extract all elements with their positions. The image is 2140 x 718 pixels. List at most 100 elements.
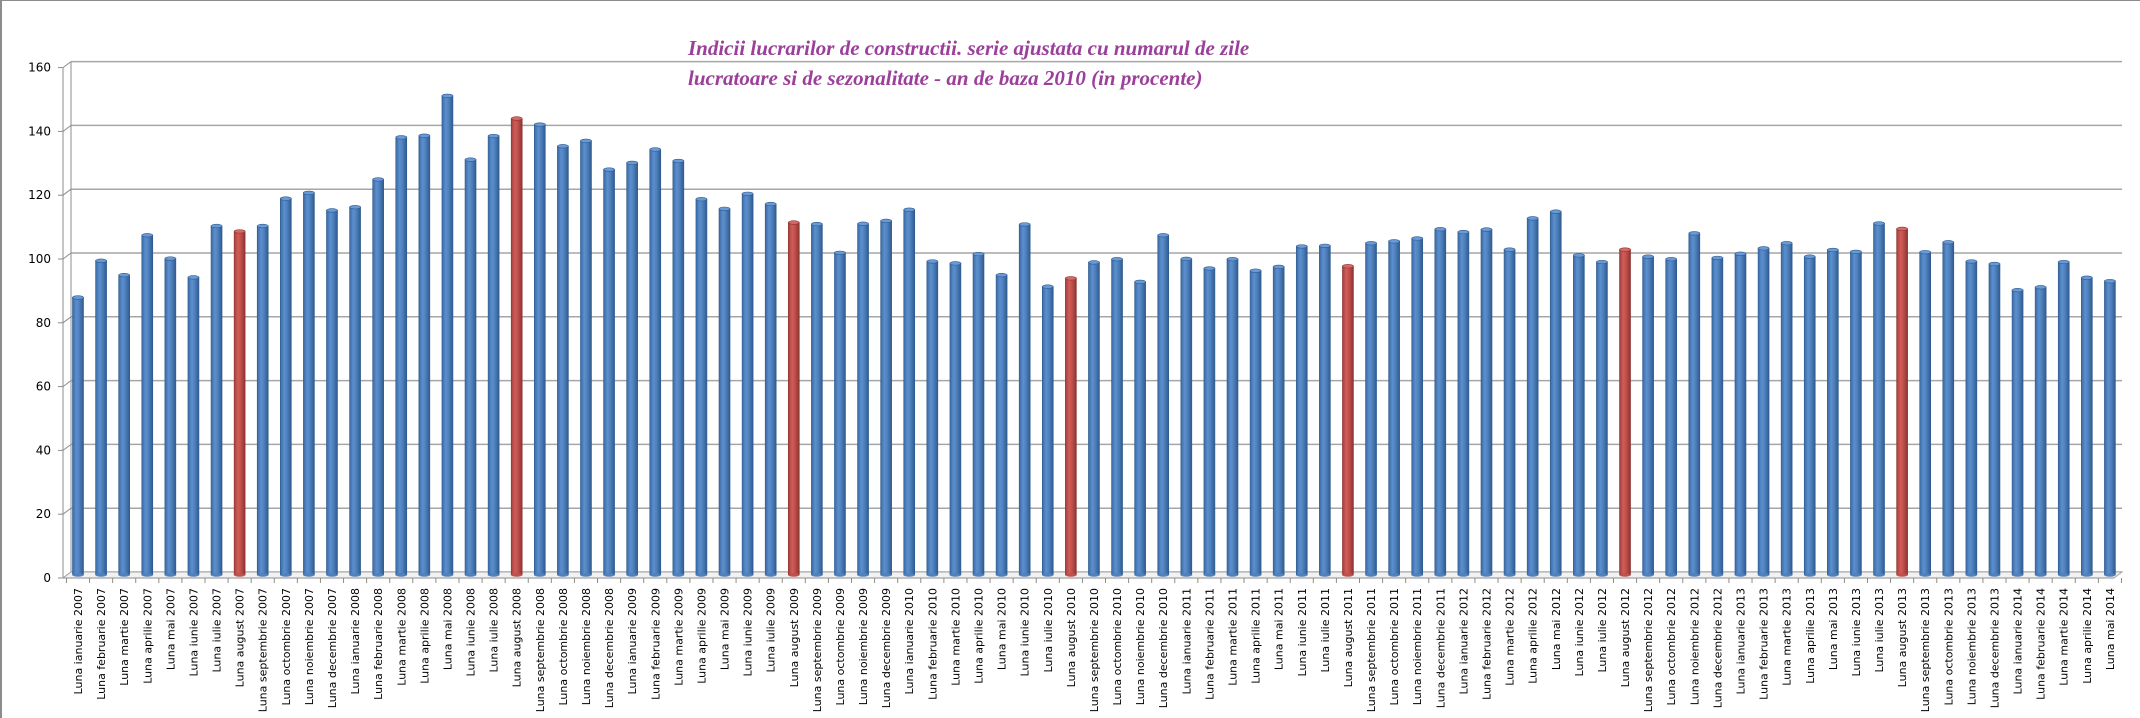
bar-cap	[464, 157, 477, 162]
bar	[395, 135, 408, 577]
bar-body	[303, 192, 315, 576]
bars	[72, 93, 2116, 577]
bar-base	[372, 573, 384, 577]
bar-body	[949, 263, 962, 576]
x-tick-label: Luna iunie 2009	[742, 588, 755, 676]
bar	[1549, 209, 1562, 577]
bar	[1942, 240, 1955, 577]
bar-body	[718, 208, 731, 576]
x-tick-label: Luna februarie 2013	[1758, 588, 1771, 700]
bar-base	[557, 573, 569, 577]
x-tick-label: Luna februarie 2012	[1480, 588, 1493, 700]
x-tick-label: Luna ianuarie 2008	[349, 588, 362, 694]
bar-body	[164, 258, 177, 576]
x-tick-label: Luna iunie 2008	[465, 588, 478, 676]
bar-body	[1827, 249, 1839, 576]
bar-body	[626, 162, 638, 576]
bar-cap	[1342, 264, 1354, 269]
bar-cap	[926, 259, 939, 264]
bar-body	[995, 274, 1008, 576]
bar	[1018, 222, 1031, 577]
bar-base	[672, 573, 684, 577]
bar-cap	[533, 122, 546, 127]
bar-cap	[1596, 259, 1608, 265]
bar	[1642, 254, 1654, 577]
gridline-depth	[62, 125, 72, 132]
y-axis-tick-labels: 0 20 40 60 80 100 120 140 160	[28, 61, 51, 585]
bar-cap	[372, 177, 384, 182]
bar-cap	[1619, 247, 1631, 252]
bar-cap	[1134, 279, 1146, 284]
bar-base	[1711, 573, 1723, 577]
bar-base	[903, 573, 915, 577]
bar-base	[349, 573, 361, 577]
bar-cap	[1573, 253, 1585, 258]
bar-base	[441, 573, 453, 577]
bar-cap	[1549, 209, 1562, 214]
bar-base	[2012, 573, 2024, 577]
bar-base	[857, 573, 869, 577]
bar-base	[834, 573, 846, 577]
x-tick-label: Luna martie 2009	[672, 588, 685, 686]
bar	[1896, 226, 1908, 577]
bar-base	[1480, 573, 1492, 577]
bar-body	[880, 220, 892, 576]
bar	[764, 201, 777, 577]
x-tick-label: Luna mai 2010	[996, 588, 1009, 670]
bar-body	[1734, 253, 1747, 576]
bar-body	[1988, 263, 2001, 576]
bar-base	[1250, 573, 1262, 577]
gridline-depth	[62, 252, 72, 260]
bar-cap	[441, 93, 454, 98]
bar-cap	[972, 251, 985, 257]
bar-cap	[1919, 250, 1931, 255]
bar	[256, 223, 269, 577]
bar	[418, 133, 431, 577]
bar-base	[973, 573, 985, 577]
bar-base	[1203, 573, 1215, 577]
bar-body	[1272, 266, 1285, 576]
x-tick-label: Luna august 2009	[788, 588, 801, 687]
bar-cap	[1249, 268, 1262, 273]
bar	[880, 218, 892, 577]
bar-cap	[1388, 239, 1400, 244]
bar-base	[1665, 573, 1677, 577]
x-tick-label: Luna septembrie 2012	[1642, 588, 1655, 712]
bar-base	[1688, 573, 1700, 577]
bar	[233, 229, 246, 577]
bar-body	[649, 149, 662, 576]
bar-body	[1041, 286, 1054, 576]
bar-body	[695, 198, 708, 576]
x-tick-label: Luna octombrie 2011	[1388, 588, 1401, 705]
bar	[487, 133, 500, 577]
bar-base	[949, 573, 961, 577]
bar	[187, 275, 200, 577]
bar-cap	[787, 220, 800, 225]
x-tick-label: Luna ianuarie 2010	[903, 588, 916, 694]
bar-base	[1942, 573, 1954, 577]
bar-cap	[1757, 246, 1770, 251]
bar-body	[141, 234, 154, 576]
bar-base	[603, 573, 615, 577]
gridline-depth	[62, 380, 72, 388]
bar-base	[880, 573, 892, 577]
bar-base	[1642, 573, 1654, 577]
bar-body	[1711, 257, 1724, 576]
bar	[533, 122, 546, 577]
x-tick-label: Luna mai 2012	[1550, 588, 1563, 670]
bar	[972, 251, 985, 577]
gridline-depth	[62, 507, 72, 515]
bar-body	[1596, 261, 1608, 576]
bar-base	[1965, 573, 1977, 577]
bar-body	[926, 261, 939, 576]
bar-body	[1180, 258, 1193, 576]
x-tick-label: Luna aprilie 2010	[973, 588, 986, 684]
bar-base	[1157, 573, 1169, 577]
bar-cap	[695, 197, 708, 202]
bar-cap	[741, 191, 754, 196]
x-tick-label: Luna martie 2008	[395, 588, 408, 686]
x-tick-label: Luna august 2010	[1065, 588, 1078, 687]
x-tick-label: Luna noiembrie 2008	[580, 588, 593, 705]
bar	[349, 205, 361, 577]
